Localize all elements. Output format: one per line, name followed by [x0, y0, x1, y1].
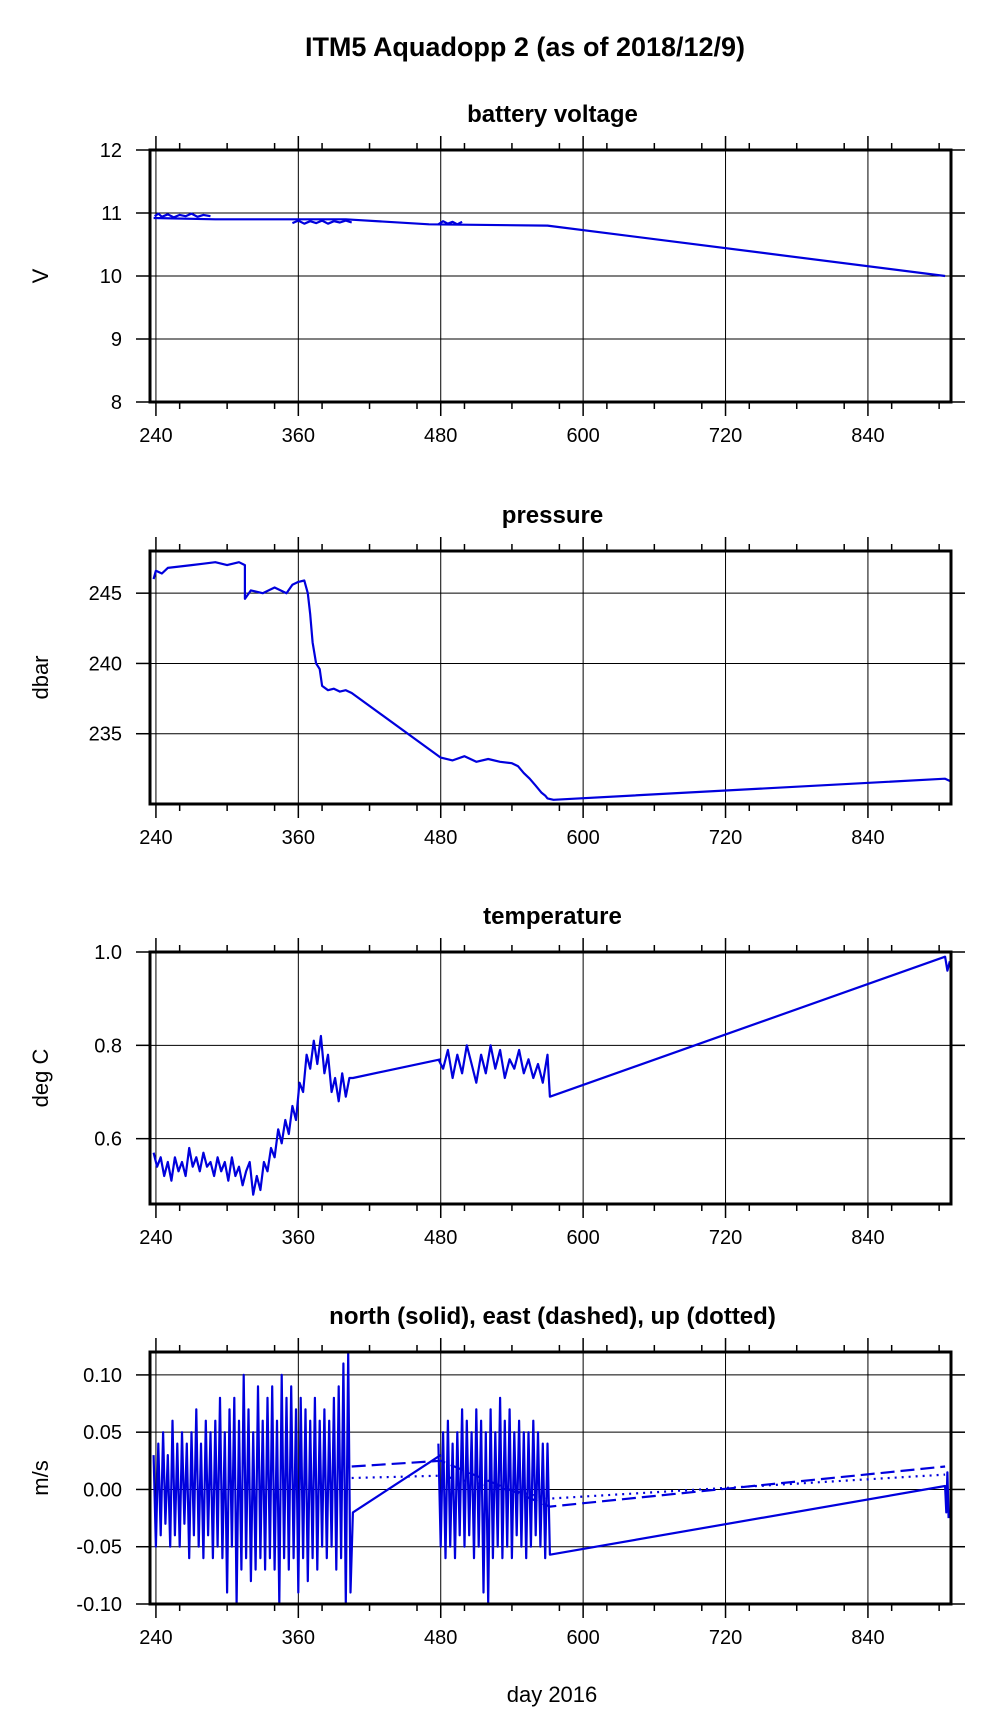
y-tick-label: 11	[101, 203, 122, 225]
y-tick-label: 10	[100, 266, 122, 288]
data-series-solid	[152, 1350, 442, 1606]
y-tick-label: 0.05	[83, 1422, 122, 1444]
x-tick-label: 720	[709, 1627, 742, 1649]
panel-2: pressure dbar 240 360 480 600 720 840 235 240 245	[28, 502, 965, 849]
y-tick-label: -0.05	[76, 1537, 122, 1559]
x-tick-label: 840	[851, 1627, 884, 1649]
y-tick-label: 9	[111, 329, 122, 351]
x-tick-label: 240	[139, 1627, 172, 1649]
x-tick-label: 840	[851, 827, 884, 849]
y-tick-label: 0.6	[94, 1129, 122, 1151]
x-tick-label: 240	[139, 827, 172, 849]
data-series-solid	[154, 212, 211, 219]
y-axis-label: V	[28, 268, 53, 283]
x-tick-label: 480	[424, 1627, 457, 1649]
data-series-solid	[437, 1396, 950, 1606]
x-tick-label: 720	[709, 827, 742, 849]
panel-3: temperature deg C 240 360 480 600 720 840 0.6 0.8…	[28, 903, 965, 1249]
y-tick-label: 0.8	[94, 1035, 122, 1057]
x-tick-label: 360	[282, 425, 315, 447]
data-series-solid	[437, 955, 951, 1098]
panel-title: pressure	[502, 502, 603, 529]
y-axis-label: m/s	[28, 1460, 53, 1495]
panel-4: north (solid), east (dashed), up (dotted…	[28, 1303, 965, 1649]
x-tick-label: 240	[139, 425, 172, 447]
data-series-solid	[437, 220, 463, 226]
y-tick-label: 245	[89, 583, 122, 605]
data-series-dashed	[351, 1459, 946, 1508]
plot-frame	[148, 148, 953, 404]
x-tick-label: 840	[851, 425, 884, 447]
x-tick-label: 480	[424, 827, 457, 849]
panels: battery voltage V 240 360 480 600 720 840 8 9 10 11…	[28, 101, 965, 1649]
x-tick-label: 720	[709, 425, 742, 447]
x-tick-label: 600	[566, 1227, 599, 1249]
plot-frame	[148, 549, 953, 806]
x-tick-label: 240	[139, 1227, 172, 1249]
figure-title: ITM5 Aquadopp 2 (as of 2018/12/9)	[305, 32, 745, 62]
x-tick-label: 600	[566, 425, 599, 447]
y-tick-label: 240	[89, 653, 122, 675]
x-tick-label: 480	[424, 1227, 457, 1249]
panel-title: north (solid), east (dashed), up (dotted…	[329, 1303, 776, 1330]
data-series-solid	[152, 561, 952, 801]
panel-title: temperature	[483, 903, 622, 930]
y-tick-label: 235	[89, 724, 122, 746]
x-tick-label: 360	[282, 827, 315, 849]
x-tick-label: 360	[282, 1227, 315, 1249]
y-tick-label: 0.10	[83, 1365, 122, 1387]
y-axis-label: deg C	[28, 1049, 53, 1108]
x-tick-label: 600	[566, 827, 599, 849]
panel-1: battery voltage V 240 360 480 600 720 840 8 9 10 11…	[28, 101, 965, 447]
y-tick-label: 0.00	[83, 1479, 122, 1501]
y-tick-label: 12	[100, 140, 122, 162]
plot-frame	[148, 1350, 953, 1606]
y-axis-label: dbar	[28, 655, 53, 699]
data-series-solid	[152, 1034, 441, 1196]
x-tick-label: 480	[424, 425, 457, 447]
plot-frame	[148, 950, 953, 1206]
x-tick-label: 840	[851, 1227, 884, 1249]
x-tick-label: 600	[566, 1627, 599, 1649]
y-tick-label: -0.10	[76, 1594, 122, 1616]
panel-title: battery voltage	[467, 101, 638, 128]
data-series-solid	[153, 216, 946, 278]
x-tick-label: 360	[282, 1627, 315, 1649]
x-axis-label: day 2016	[507, 1682, 598, 1707]
data-series-solid	[291, 219, 353, 225]
x-tick-label: 720	[709, 1227, 742, 1249]
y-tick-label: 8	[111, 392, 122, 414]
y-tick-label: 1.0	[94, 942, 122, 964]
